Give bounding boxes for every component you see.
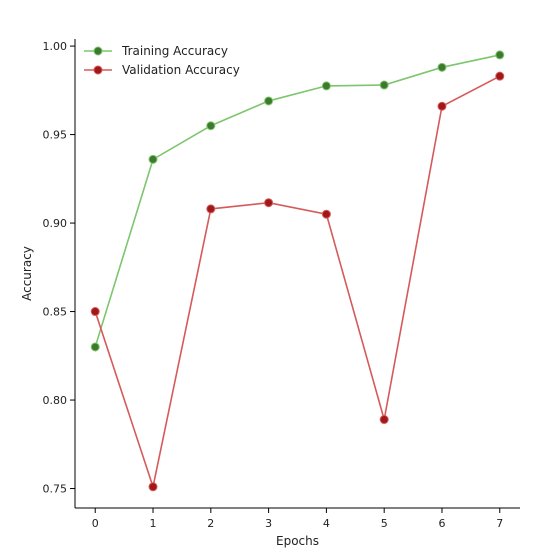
legend-training-accuracy-marker xyxy=(93,46,103,56)
x-tick-label: 4 xyxy=(323,517,330,530)
x-tick-label: 1 xyxy=(150,517,157,530)
validation-accuracy-point xyxy=(148,482,158,492)
y-tick-label: 0.80 xyxy=(43,394,68,407)
validation-accuracy-point xyxy=(321,209,331,219)
axes-layer xyxy=(74,39,520,509)
validation-accuracy-point xyxy=(495,71,505,81)
training-accuracy-point xyxy=(264,96,274,106)
training-accuracy-point xyxy=(206,121,216,131)
training-accuracy-line xyxy=(94,54,500,348)
x-tick-label: 7 xyxy=(496,517,503,530)
legend-validation-accuracy-marker xyxy=(93,65,103,75)
series-layer xyxy=(90,50,505,492)
legend: Training Accuracy Validation Accuracy xyxy=(84,44,240,77)
ticks-layer: 0.75 0.80 0.85 0.90 0.95 1.00 0 1 2 3 4 5 6 7 xyxy=(43,40,504,530)
y-tick-label: 0.75 xyxy=(43,483,68,496)
x-tick-label: 3 xyxy=(265,517,272,530)
y-axis-label: Accuracy xyxy=(20,246,34,301)
x-tick-label: 2 xyxy=(207,517,214,530)
training-accuracy-point xyxy=(437,62,447,72)
training-accuracy-point xyxy=(379,80,389,90)
x-axis-label: Epochs xyxy=(276,534,319,548)
validation-accuracy-point xyxy=(206,204,216,214)
y-tick-label: 0.85 xyxy=(43,306,68,319)
training-accuracy-point xyxy=(148,154,158,164)
x-tick-label: 0 xyxy=(92,517,99,530)
validation-accuracy-point xyxy=(90,307,100,317)
y-tick-label: 0.90 xyxy=(43,217,68,230)
legend-training-accuracy-label: Training Accuracy xyxy=(121,44,228,58)
training-accuracy-point xyxy=(321,81,331,91)
y-tick-label: 0.95 xyxy=(43,129,68,142)
training-accuracy-point xyxy=(495,50,505,60)
y-tick-label: 1.00 xyxy=(43,40,68,53)
validation-accuracy-line xyxy=(94,75,501,490)
x-tick-label: 5 xyxy=(381,517,388,530)
training-accuracy-point xyxy=(90,342,100,352)
validation-accuracy-point xyxy=(379,415,389,425)
x-tick-label: 6 xyxy=(438,517,445,530)
validation-accuracy-point xyxy=(264,198,274,208)
validation-accuracy-point xyxy=(437,101,447,111)
legend-validation-accuracy-label: Validation Accuracy xyxy=(122,63,240,77)
